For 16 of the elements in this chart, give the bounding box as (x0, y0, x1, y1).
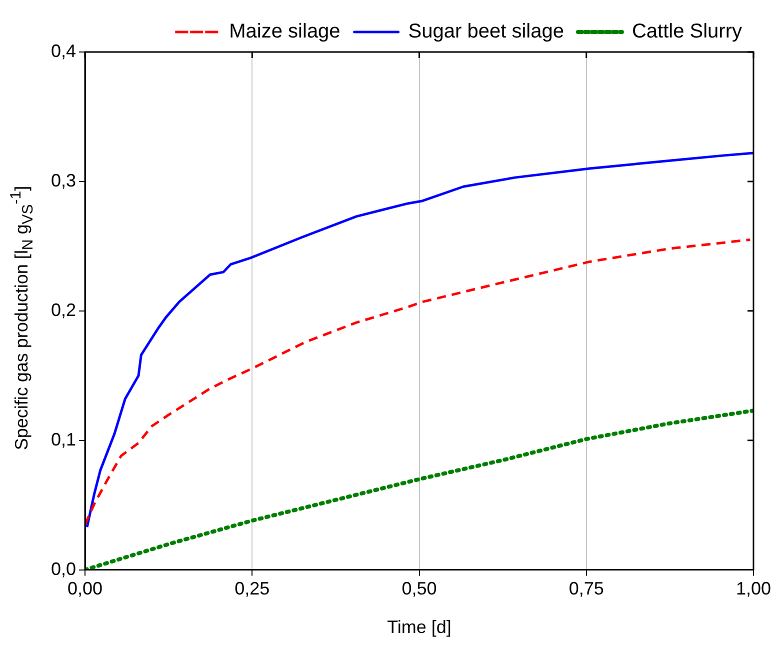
x-tick-label: 0,00 (68, 578, 103, 599)
line-series (85, 408, 754, 570)
y-tick-label: 0,0 (50, 558, 76, 579)
y-tick-label: 0,3 (50, 170, 76, 190)
x-tick-label: 1,00 (736, 578, 772, 599)
x-axis-title: Time [d] (387, 617, 452, 638)
legend-label: Maize silage (229, 20, 340, 43)
y-tick-label: 0,1 (50, 429, 76, 450)
x-tick-label: 0,75 (568, 578, 604, 599)
legend-label: Cattle Slurry (632, 20, 742, 43)
y-tick-label: 0,4 (50, 40, 76, 61)
x-tick-label: 0,50 (402, 578, 437, 599)
x-tick-label: 0,25 (234, 578, 270, 599)
line-series (85, 238, 752, 526)
y-tick-label: 0,2 (50, 300, 76, 320)
legend-label: Sugar beet silage (408, 20, 564, 43)
